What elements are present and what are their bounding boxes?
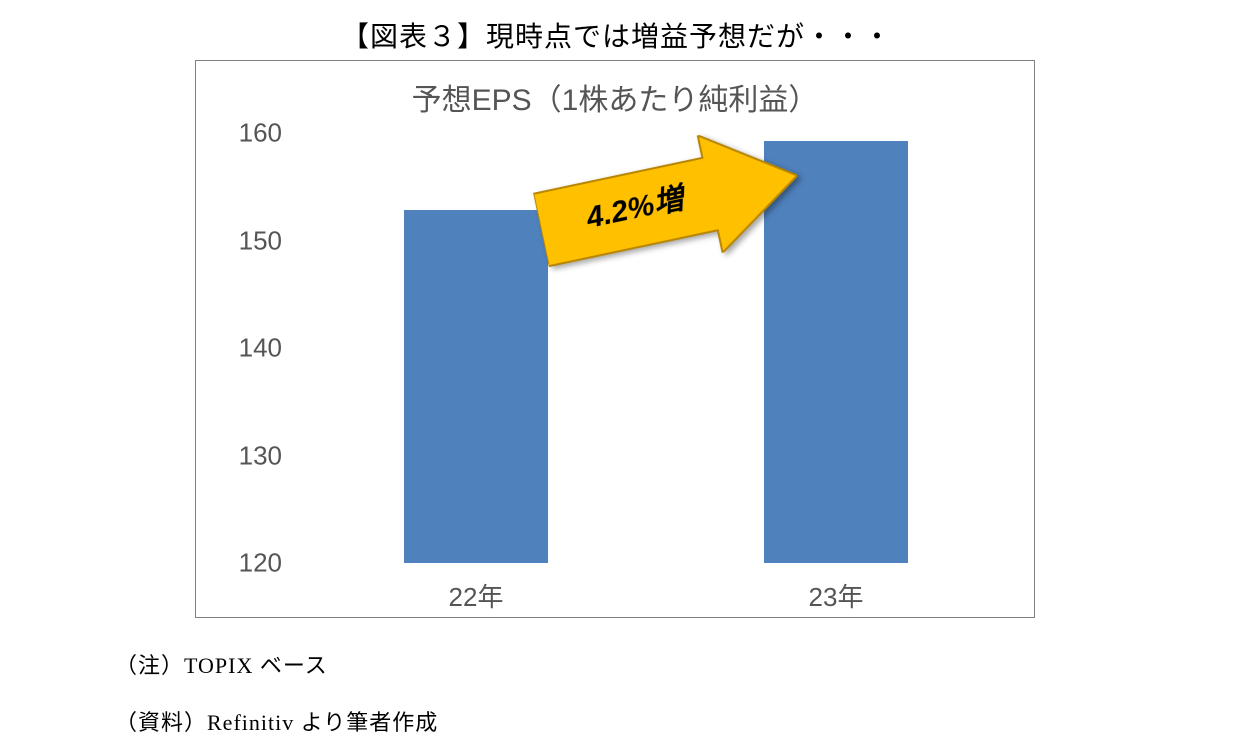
chart-container: 予想EPS（1株あたり純利益） 12013014015016022年23年4.2… xyxy=(195,60,1035,618)
y-tick-label: 120 xyxy=(239,548,296,579)
chart-title: 予想EPS（1株あたり純利益） xyxy=(196,75,1034,119)
page: 【図表３】現時点では増益予想だが・・・ 予想EPS（1株あたり純利益） 1201… xyxy=(0,0,1233,749)
plot-area: 12013014015016022年23年4.2%増 xyxy=(296,133,1016,563)
x-tick-label: 23年 xyxy=(809,563,864,614)
y-tick-label: 160 xyxy=(239,118,296,149)
y-tick-label: 150 xyxy=(239,225,296,256)
y-tick-label: 130 xyxy=(239,440,296,471)
x-tick-label: 22年 xyxy=(449,563,504,614)
note-2: （資料）Refinitiv より筆者作成 xyxy=(115,705,438,737)
y-tick-label: 140 xyxy=(239,333,296,364)
note-1: （注）TOPIX ベース xyxy=(115,648,328,680)
bar xyxy=(404,210,548,563)
figure-title: 【図表３】現時点では増益予想だが・・・ xyxy=(0,15,1233,55)
